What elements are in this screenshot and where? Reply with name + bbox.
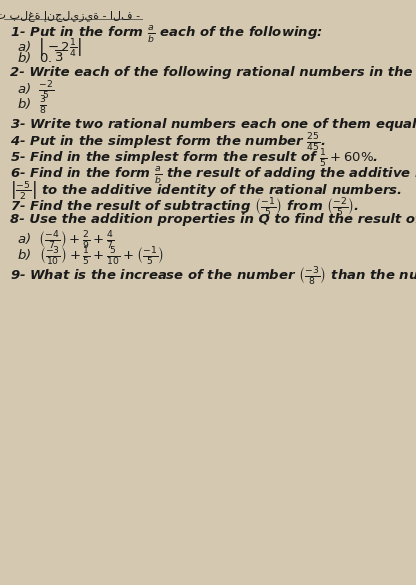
Text: 5- Find in the simplest form the result of $\frac{1}{5}+60\%$.: 5- Find in the simplest form the result … xyxy=(10,149,378,170)
Text: 1- Put in the form $\frac{a}{b}$ each of the following:: 1- Put in the form $\frac{a}{b}$ each of… xyxy=(10,25,323,44)
Text: a)  $\left|-2\frac{1}{4}\right|$: a) $\left|-2\frac{1}{4}\right|$ xyxy=(17,36,82,58)
Text: a)  $\frac{-2}{5}$: a) $\frac{-2}{5}$ xyxy=(17,80,54,102)
Text: b)  $\frac{3}{8}$: b) $\frac{3}{8}$ xyxy=(17,95,47,117)
Text: 4- Put in the simplest form the number $\frac{25}{45}$.: 4- Put in the simplest form the number $… xyxy=(10,132,326,154)
Text: 9- What is the increase of the number $\left(\frac{-3}{8}\right)$ than the numbe: 9- What is the increase of the number $\… xyxy=(10,265,416,287)
Text: 6- Find in the form $\frac{a}{b}$ the result of adding the additive inverse of t: 6- Find in the form $\frac{a}{b}$ the re… xyxy=(10,166,416,186)
Text: $\left|\frac{-5}{2}\right|$ to the additive identity of the rational numbers.: $\left|\frac{-5}{2}\right|$ to the addit… xyxy=(10,179,402,201)
Text: a)  $\left(\frac{-4}{7}\right)+\frac{2}{9}+\frac{4}{7}$: a) $\left(\frac{-4}{7}\right)+\frac{2}{9… xyxy=(17,229,114,251)
Text: 7- Find the result of subtracting $\left(\frac{-1}{5}\right)$ from $\left(\frac{: 7- Find the result of subtracting $\left… xyxy=(10,196,359,218)
Text: b)  $\left(\frac{-3}{10}\right)+\frac{1}{5}+\frac{5}{10}+\left(\frac{-1}{5}\righ: b) $\left(\frac{-3}{10}\right)+\frac{1}{… xyxy=(17,245,163,267)
Text: رياضيات بلغة إنجليزية - الف -: رياضيات بلغة إنجليزية - الف - xyxy=(0,10,141,21)
Text: 3- Write two rational numbers each one of them equals the number $\frac{-4}{7}$:: 3- Write two rational numbers each one o… xyxy=(10,115,416,137)
Text: b)  $0.\overline{3}$: b) $0.\overline{3}$ xyxy=(17,49,64,67)
Text: 8- Use the addition properties in Q to find the result of each of the following:: 8- Use the addition properties in Q to f… xyxy=(10,214,416,226)
Text: 2- Write each of the following rational numbers in the form of a percentage:: 2- Write each of the following rational … xyxy=(10,66,416,79)
